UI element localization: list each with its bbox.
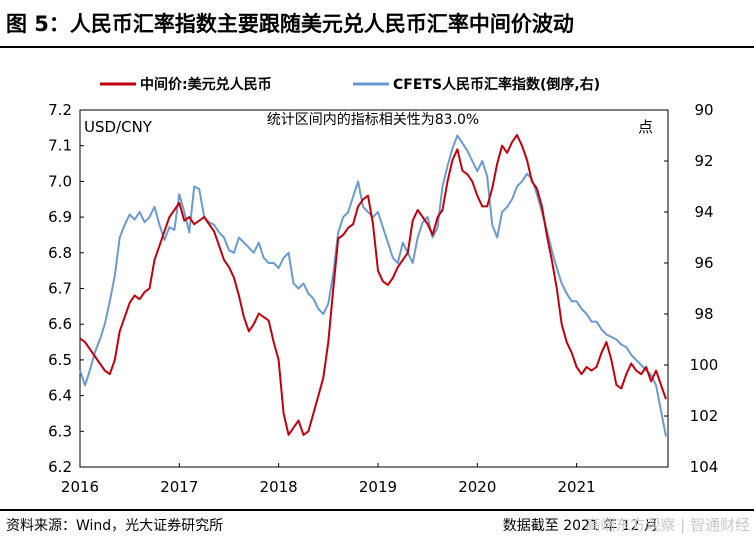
left-axis-ticks: 6.2 6.3 6.4 6.5 6.6 6.7 6.8 6.9 7.0 7.1 7.2 — [48, 101, 84, 476]
right-tick-label: 104 — [690, 458, 719, 476]
series-layer — [79, 134, 667, 437]
series-line-usdcny-central-parity — [79, 134, 667, 436]
right-tick-label: 92 — [694, 152, 713, 170]
left-tick-label: 6.6 — [48, 315, 72, 333]
right-tick-label: 96 — [694, 254, 713, 272]
chart-area: 中间价:美元兑人民币 CFETS人民币汇率指数(倒序,右) USD/CNY 点 … — [48, 76, 718, 496]
x-tick-label: 2017 — [160, 478, 198, 496]
right-tick-label: 98 — [694, 305, 713, 323]
source-note: 资料来源：Wind，光大证券研究所 — [6, 518, 224, 534]
legend-label-blue: CFETS人民币汇率指数(倒序,右) — [393, 76, 600, 93]
date-note: 数据截至 2021 年 12 月 — [502, 518, 658, 534]
x-axis-ticks: 2016 2017 2018 2019 2020 2021 — [61, 463, 596, 496]
x-tick-label: 2020 — [458, 478, 496, 496]
right-tick-label: 90 — [694, 101, 713, 119]
top-rule — [0, 46, 754, 48]
left-tick-label: 7.2 — [48, 101, 72, 119]
watermark: 高端东方观察 | 智通财经 — [585, 516, 750, 534]
series-line-cfets-index — [79, 134, 667, 437]
left-tick-label: 7.0 — [48, 172, 72, 190]
correlation-annotation: 统计区间内的指标相关性为83.0% — [267, 112, 479, 128]
legend-label-red: 中间价:美元兑人民币 — [140, 76, 272, 93]
left-axis-unit: USD/CNY — [84, 118, 153, 136]
legend: 中间价:美元兑人民币 CFETS人民币汇率指数(倒序,右) — [100, 76, 600, 93]
left-tick-label: 6.5 — [48, 351, 72, 369]
right-axis-ticks: 90 92 94 96 98 100 102 104 — [664, 101, 718, 476]
x-tick-label: 2019 — [359, 478, 397, 496]
left-tick-label: 6.8 — [48, 244, 72, 262]
right-tick-label: 94 — [694, 203, 713, 221]
chart-title: 图 5：人民币汇率指数主要跟随美元兑人民币汇率中间价波动 — [6, 12, 574, 36]
left-tick-label: 6.9 — [48, 208, 72, 226]
left-tick-label: 6.2 — [48, 458, 72, 476]
right-tick-label: 102 — [690, 407, 719, 425]
left-tick-label: 6.7 — [48, 280, 72, 298]
x-tick-label: 2016 — [61, 478, 99, 496]
x-tick-label: 2018 — [260, 478, 298, 496]
x-tick-label: 2021 — [558, 478, 596, 496]
plot-frame — [79, 109, 669, 468]
right-tick-label: 100 — [690, 356, 719, 374]
left-tick-label: 6.4 — [48, 387, 72, 405]
bottom-rule — [0, 509, 754, 511]
left-tick-label: 6.3 — [48, 422, 72, 440]
right-axis-unit: 点 — [638, 118, 653, 136]
left-tick-label: 7.1 — [48, 137, 72, 155]
